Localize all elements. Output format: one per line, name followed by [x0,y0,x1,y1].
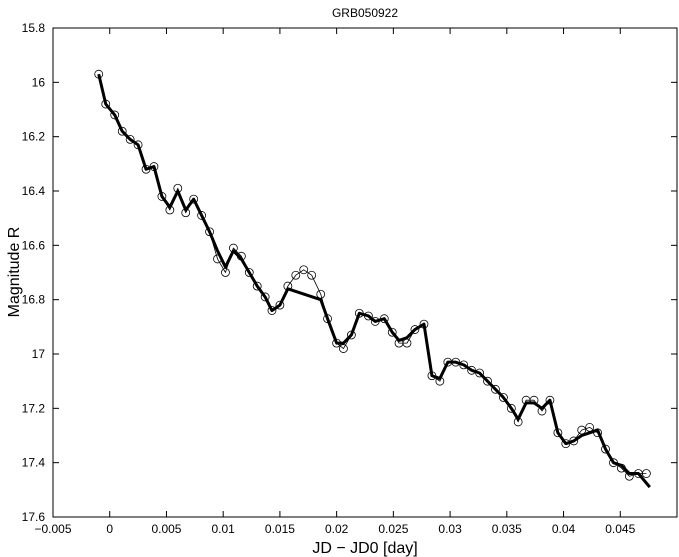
x-tick-label: −0.005 [34,522,71,536]
data-point [117,126,127,136]
x-tick-label: 0.035 [492,522,522,536]
x-tick-label: 0 [106,522,113,536]
data-point [291,270,301,280]
y-tick-label: 16.2 [22,130,46,144]
data-point [491,384,500,394]
data-point [387,327,397,337]
data-point [110,110,120,120]
x-tick-label: 0.01 [212,522,236,536]
x-tick-label: 0.005 [151,522,181,536]
x-tick-label: 0.045 [605,522,635,536]
data-point [410,325,420,334]
data-point [499,393,508,402]
data-point [267,306,277,315]
data-point [483,376,492,386]
data-point [506,403,516,413]
data-point [197,211,207,220]
data-point [307,270,317,280]
data-point [205,227,214,237]
data-point [189,194,199,204]
chart-title: GRB050922 [332,6,398,20]
data-point [275,300,285,310]
y-tick-label: 16.6 [22,238,46,252]
x-tick-label: 0.02 [325,522,349,536]
y-tick-label: 17.2 [22,401,46,415]
y-tick-label: 15.8 [22,21,46,35]
data-point [641,469,651,478]
y-tick-label: 16 [32,75,46,89]
y-axis-label: Magnitude R [6,227,23,318]
x-tick-label: 0.025 [378,522,408,536]
y-tick-label: 17 [32,347,46,361]
data-point [244,268,254,277]
y-tick-label: 16.4 [22,184,46,198]
x-tick-label: 0.015 [265,522,295,536]
y-tick-label: 17.6 [22,510,46,524]
data-point [252,281,262,291]
series-line [97,73,651,489]
data-point [601,444,610,454]
x-tick-label: 0.04 [552,522,576,536]
y-tick-label: 16.8 [22,293,46,307]
data-point [260,292,270,302]
x-tick-label: 0.03 [438,522,462,536]
data-point [125,134,135,144]
data-point [299,265,309,275]
plot-frame [52,27,678,518]
y-tick-label: 17.4 [22,456,46,470]
x-axis-label: JD − JD0 [day] [312,540,417,557]
